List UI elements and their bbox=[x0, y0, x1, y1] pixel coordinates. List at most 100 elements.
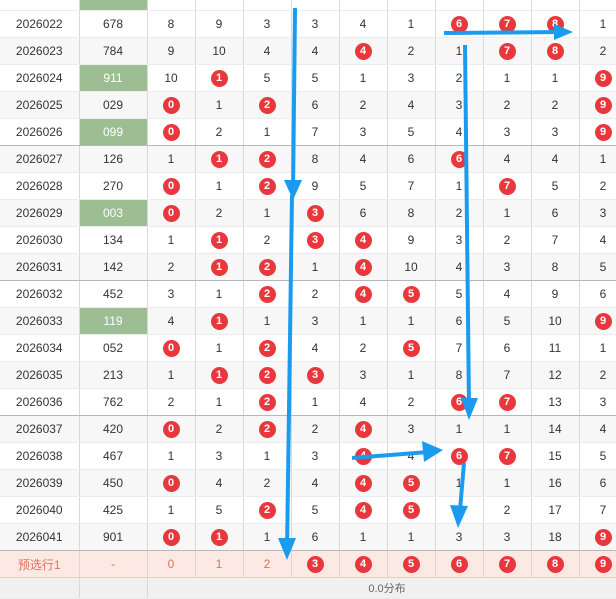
footer-blank bbox=[79, 577, 148, 599]
digit-cell: 1 bbox=[147, 145, 196, 173]
digit-cell: 5 bbox=[435, 280, 484, 308]
issue-cell: 2026027 bbox=[0, 145, 80, 173]
hit-ball: 9 bbox=[594, 312, 612, 330]
digit-cell: 4 bbox=[339, 145, 388, 173]
digit-cell: 1 bbox=[435, 469, 484, 497]
digit-cell: 3 bbox=[483, 253, 532, 281]
table-row: 2026030 134 1 1 2 3 4 9 3 2 7 4 bbox=[0, 226, 616, 254]
digit-cell: 2 bbox=[579, 172, 616, 200]
digit-cell: 5 bbox=[387, 118, 436, 146]
preselect-digit-cell[interactable]: 6 bbox=[435, 550, 484, 578]
digit-cell: 10 bbox=[147, 64, 196, 92]
digit-cell: 5 bbox=[387, 469, 436, 497]
digit-cell: 1 bbox=[483, 64, 532, 92]
digit-cell: 1 bbox=[579, 10, 616, 38]
issue-cell: 2026023 bbox=[0, 37, 80, 65]
hit-ball: 7 bbox=[498, 42, 516, 60]
digit-cell: 9 bbox=[579, 64, 616, 92]
digit-cell: 1 bbox=[147, 226, 196, 254]
digit-cell: 4 bbox=[579, 415, 616, 443]
hit-ball: 8 bbox=[546, 555, 564, 573]
table-row: 2026037 420 0 2 2 2 4 3 1 1 14 4 bbox=[0, 415, 616, 443]
digit-cell: 8 bbox=[531, 37, 580, 65]
preselect-digit-cell[interactable]: 2 bbox=[243, 550, 292, 578]
hit-ball: 0 bbox=[162, 204, 180, 222]
digit-cell: 5 bbox=[291, 64, 340, 92]
digit-cell: 4 bbox=[339, 10, 388, 38]
digit-cell: 10 bbox=[195, 37, 244, 65]
hit-ball: 2 bbox=[258, 501, 276, 519]
number-cell: 029 bbox=[79, 91, 148, 119]
digit-cell: 5 bbox=[579, 442, 616, 470]
digit-cell: 1 bbox=[387, 361, 436, 389]
hit-ball: 1 bbox=[210, 231, 228, 249]
preselect-digit-cell[interactable]: 7 bbox=[483, 550, 532, 578]
digit-cell: 2 bbox=[195, 118, 244, 146]
digit-cell: 3 bbox=[387, 64, 436, 92]
digit-cell: 15 bbox=[531, 442, 580, 470]
preselect-digit-cell[interactable]: 9 bbox=[579, 550, 616, 578]
hit-ball: 0 bbox=[162, 420, 180, 438]
table-row: 2026036 762 2 1 2 1 4 2 6 7 13 3 bbox=[0, 388, 616, 416]
issue-cell: 2026031 bbox=[0, 253, 80, 281]
hit-ball: 6 bbox=[450, 555, 468, 573]
hit-ball: 4 bbox=[354, 447, 372, 465]
digit-cell: 7 bbox=[483, 10, 532, 38]
digit-cell: 10 bbox=[531, 307, 580, 335]
digit-cell: 2 bbox=[243, 172, 292, 200]
number-cell: 142 bbox=[79, 253, 148, 281]
preselect-digit-cell[interactable]: 1 bbox=[195, 550, 244, 578]
digit-cell: 6 bbox=[579, 280, 616, 308]
digit-cell: 1 bbox=[195, 388, 244, 416]
table-row: 2026038 467 1 3 1 3 4 4 6 7 15 5 bbox=[0, 442, 616, 470]
hit-ball: 2 bbox=[258, 96, 276, 114]
digit-cell: 1 bbox=[483, 199, 532, 227]
digit-cell: 3 bbox=[291, 199, 340, 227]
digit-cell: 4 bbox=[147, 307, 196, 335]
digit-cell: 2 bbox=[195, 415, 244, 443]
issue-cell: 2026034 bbox=[0, 334, 80, 362]
issue-cell bbox=[0, 0, 80, 11]
hit-ball: 9 bbox=[594, 123, 612, 141]
digit-cell: 4 bbox=[435, 253, 484, 281]
digit-cell: 8 bbox=[147, 10, 196, 38]
number-cell: 003 bbox=[79, 199, 148, 227]
digit-cell: 7 bbox=[483, 361, 532, 389]
digit-cell: 12 bbox=[531, 361, 580, 389]
digit-cell: 4 bbox=[435, 118, 484, 146]
preselect-digit-cell[interactable]: 8 bbox=[531, 550, 580, 578]
preselect-row[interactable]: 预选行1-0 1 2 3 4 5 6 7 8 9 bbox=[0, 550, 616, 578]
digit-cell: 13 bbox=[531, 388, 580, 416]
table-row: 2026028 270 0 1 2 9 5 7 1 7 5 2 bbox=[0, 172, 616, 200]
digit-cell: 4 bbox=[339, 37, 388, 65]
digit-cell: 3 bbox=[291, 10, 340, 38]
number-cell: 678 bbox=[79, 10, 148, 38]
digit-cell: 2 bbox=[243, 334, 292, 362]
number-cell: 134 bbox=[79, 226, 148, 254]
digit-cell: 5 bbox=[387, 496, 436, 524]
digit-cell: 11 bbox=[531, 334, 580, 362]
preselect-digit-cell[interactable]: 3 bbox=[291, 550, 340, 578]
hit-ball: 9 bbox=[594, 528, 612, 546]
digit-cell bbox=[195, 0, 244, 11]
digit-cell: 2 bbox=[147, 253, 196, 281]
digit-cell: 3 bbox=[243, 10, 292, 38]
hit-ball: 6 bbox=[450, 393, 468, 411]
preselect-digit-cell[interactable]: 5 bbox=[387, 550, 436, 578]
digit-cell: 4 bbox=[483, 280, 532, 308]
hit-ball: 8 bbox=[546, 15, 564, 33]
digit-cell: 16 bbox=[531, 469, 580, 497]
digit-cell: 3 bbox=[579, 199, 616, 227]
preselect-digit-cell[interactable]: 4 bbox=[339, 550, 388, 578]
digit-cell: 7 bbox=[579, 496, 616, 524]
digit-cell: 2 bbox=[291, 280, 340, 308]
hit-ball: 2 bbox=[258, 339, 276, 357]
digit-cell: 2 bbox=[243, 388, 292, 416]
digit-cell: 0 bbox=[147, 415, 196, 443]
hit-ball: 0 bbox=[162, 528, 180, 546]
digit-cell: 0 bbox=[147, 172, 196, 200]
preselect-digit-cell[interactable]: 0 bbox=[147, 550, 196, 578]
digit-cell: 1 bbox=[195, 307, 244, 335]
digit-cell: 2 bbox=[435, 199, 484, 227]
